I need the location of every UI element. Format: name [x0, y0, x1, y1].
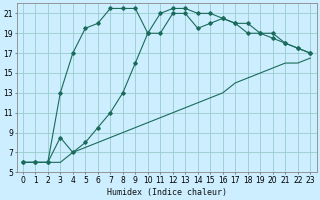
- X-axis label: Humidex (Indice chaleur): Humidex (Indice chaleur): [107, 188, 227, 197]
